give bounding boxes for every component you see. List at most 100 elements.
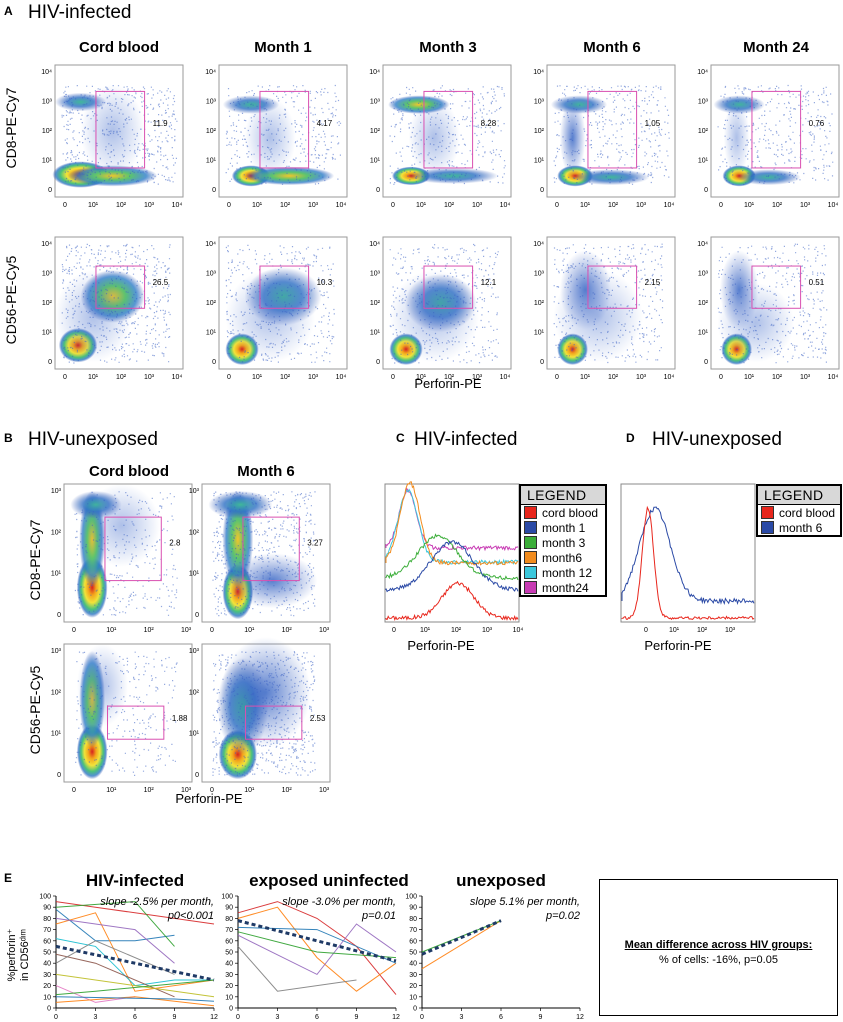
y-tick-label: 40 — [409, 961, 417, 968]
y-tick-label: 10¹ — [534, 158, 545, 165]
gate-percentage: 8.28 — [481, 119, 497, 128]
y-tick-label: 10² — [698, 300, 709, 307]
x-tick-label: 10⁴ — [336, 202, 347, 209]
x-tick-label: 3 — [276, 1014, 280, 1021]
y-tick-label: 10² — [370, 300, 381, 307]
y-tick-label: 20 — [225, 983, 233, 990]
y-tick-label: 70 — [43, 927, 51, 934]
y-tick-label: 100 — [39, 894, 51, 901]
scatter-speckle — [717, 243, 828, 364]
y-tick-label: 10¹ — [189, 731, 200, 738]
y-tick-label: 10³ — [51, 488, 62, 495]
y-tick-label: 0 — [195, 772, 199, 779]
y-tick-label: 70 — [409, 927, 417, 934]
legend-label: month24 — [542, 580, 589, 595]
panel-d-legend-row: month 6 — [758, 520, 840, 535]
panel-c-x-tick: 10² — [451, 627, 462, 634]
density-cluster — [244, 98, 296, 178]
x-tick-label: 6 — [315, 1014, 319, 1021]
x-tick-label: 10⁴ — [336, 374, 347, 381]
trend-line — [237, 919, 397, 963]
panel-c-letter: C — [396, 431, 405, 445]
panel-d-x-tick: 0 — [644, 627, 648, 634]
y-tick-label: 10³ — [51, 648, 62, 655]
series-line — [55, 953, 175, 998]
histogram-month-1 — [385, 540, 519, 593]
y-tick-label: 90 — [225, 905, 233, 912]
x-tick-label: 12 — [210, 1014, 218, 1021]
p-value-annotation: p=0.01 — [361, 910, 396, 922]
series-line — [237, 946, 357, 992]
gate-box — [587, 265, 638, 309]
gate-percentage: 2.8 — [169, 539, 181, 548]
x-tick-label: 0 — [210, 627, 214, 634]
y-tick-label: 10⁴ — [205, 241, 216, 248]
histogram-month6 — [385, 481, 519, 566]
y-tick-label: 0 — [47, 1006, 51, 1013]
y-tick-label: 10⁴ — [369, 69, 380, 76]
x-tick-label: 10⁴ — [500, 374, 511, 381]
y-tick-label: 20 — [409, 983, 417, 990]
line-chart-2: unexposed 0 10 20 30 40 50 60 70 80 90 100 0 3 6 9 12 slo… — [405, 871, 584, 1021]
y-tick-label: 0 — [57, 612, 61, 619]
y-tick-label: 80 — [409, 916, 417, 923]
y-tick-label: 10¹ — [370, 330, 381, 337]
y-tick-label: 80 — [225, 916, 233, 923]
y-tick-label: 10³ — [534, 99, 545, 106]
y-tick-label: 90 — [409, 905, 417, 912]
panel-b-row1-ylabel: CD8-PE-Cy7 — [27, 519, 43, 600]
line-chart-1: exposed uninfected0102030405060708090100… — [221, 871, 409, 1021]
panel-d-x-tick: 10² — [697, 627, 708, 634]
trend-line — [55, 944, 215, 982]
panel-c-legend-row: cord blood — [521, 505, 605, 520]
x-tick-label: 0 — [555, 202, 559, 209]
legend-label: month 1 — [542, 520, 586, 535]
legend-label: month 3 — [542, 535, 586, 550]
x-tick-label: 0 — [236, 1014, 240, 1021]
y-tick-label: 10¹ — [42, 330, 53, 337]
y-tick-label: 90 — [43, 905, 51, 912]
y-tick-label: 10³ — [698, 99, 709, 106]
y-tick-label: 10² — [42, 128, 53, 135]
panel-a-cd8-plot: 1.05 10⁴ 10³ 10² 10¹ 0 0 10¹ 10² 10³ 10⁴ — [533, 64, 676, 209]
x-tick-label: 10³ — [181, 787, 192, 794]
x-tick-label: 10¹ — [244, 627, 255, 634]
x-tick-label: 10⁴ — [828, 202, 839, 209]
gate-percentage: 3.27 — [307, 539, 323, 548]
panel-a-row2-ylabel: CD56-PE-Cy5 — [3, 255, 19, 344]
panel-d-x-tick: 10¹ — [669, 627, 680, 634]
gate-box — [751, 90, 802, 169]
gate-box — [751, 265, 802, 309]
x-tick-label: 10³ — [472, 202, 483, 209]
panel-c-title: HIV-infected — [414, 429, 518, 450]
y-tick-label: 10 — [225, 994, 233, 1001]
panel-c-histograms — [385, 481, 519, 621]
x-tick-label: 10³ — [472, 374, 483, 381]
panel-b-col-title-month-6: Month 6 — [237, 463, 295, 480]
panel-c-legend: LEGEND cord blood month 1 month 3 month6 mon… — [519, 484, 607, 597]
density-cluster — [221, 637, 311, 748]
x-tick-label: 0 — [72, 627, 76, 634]
legend-label: cord blood — [542, 505, 599, 520]
x-tick-label: 10² — [282, 627, 293, 634]
y-tick-label: 40 — [225, 961, 233, 968]
panel-a-col-title-month-1: Month 1 — [254, 39, 312, 56]
y-tick-label: 10³ — [206, 271, 217, 278]
panel-d-plot-frame — [620, 483, 756, 623]
series-line — [55, 912, 215, 992]
series-line — [55, 901, 175, 947]
p-value-annotation: p=0.02 — [545, 910, 580, 922]
series-line — [237, 923, 397, 976]
x-tick-label: 6 — [133, 1014, 137, 1021]
y-tick-label: 10³ — [42, 99, 53, 106]
y-tick-label: 10³ — [370, 271, 381, 278]
y-tick-label: 50 — [225, 950, 233, 957]
panel-e-ylabel-line2: in CD56ᵈᶦᵐ — [19, 929, 31, 981]
y-tick-label: 0 — [195, 612, 199, 619]
panel-a-cd56-plot: 10.3 10⁴ 10³ 10² 10¹ 0 0 10¹ 10² 10³ 10⁴ — [205, 236, 348, 381]
panel-a-col-title-month-6: Month 6 — [583, 39, 641, 56]
panel-a-cd56-plot: 26.5 10⁴ 10³ 10² 10¹ 0 0 10¹ 10² 10³ 10⁴ — [41, 236, 184, 381]
panel-d-letter: D — [626, 431, 635, 445]
density-cluster — [736, 169, 801, 186]
